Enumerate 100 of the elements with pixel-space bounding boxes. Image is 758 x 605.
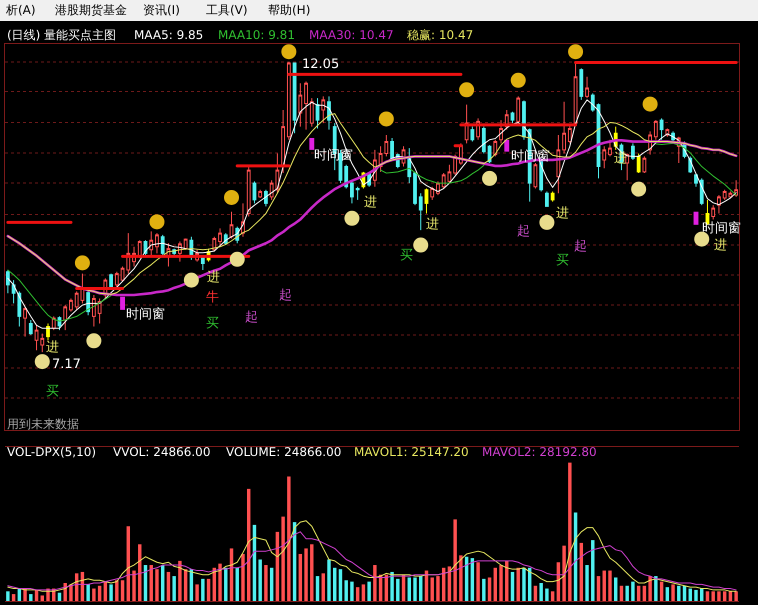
bar bbox=[378, 574, 382, 601]
point bbox=[224, 190, 240, 205]
bar bbox=[115, 580, 119, 601]
bar bbox=[184, 569, 188, 601]
candlestick bbox=[63, 304, 68, 331]
bar bbox=[660, 582, 664, 601]
annotation: 进 bbox=[207, 270, 220, 285]
text: 工具(V) bbox=[206, 3, 248, 17]
candlestick bbox=[34, 324, 38, 351]
annotation: 12.05 bbox=[302, 57, 340, 72]
text: MAA5: 9.85 bbox=[134, 28, 204, 42]
bar bbox=[120, 296, 125, 310]
candlestick bbox=[602, 146, 606, 169]
bar bbox=[206, 578, 210, 601]
candlestick bbox=[534, 162, 538, 190]
bar bbox=[580, 542, 584, 601]
bar bbox=[338, 569, 342, 601]
candlestick bbox=[470, 126, 474, 142]
bar bbox=[34, 590, 38, 601]
text: 析(A) bbox=[5, 3, 36, 17]
annotation: 买 bbox=[400, 248, 413, 263]
candlestick bbox=[418, 192, 423, 231]
candlestick bbox=[636, 152, 641, 174]
candlestick bbox=[321, 96, 326, 124]
bar bbox=[270, 568, 274, 601]
bar bbox=[166, 572, 170, 601]
candlestick bbox=[17, 290, 22, 328]
candlestick bbox=[304, 80, 308, 130]
candlestick bbox=[28, 319, 33, 336]
candlestick bbox=[694, 172, 698, 188]
bar bbox=[201, 578, 205, 601]
point bbox=[74, 255, 90, 270]
candlestick bbox=[58, 316, 62, 331]
annotation: 起 bbox=[245, 310, 258, 325]
bar bbox=[333, 568, 336, 601]
bar bbox=[436, 576, 440, 601]
bar bbox=[488, 577, 492, 601]
bar bbox=[92, 588, 96, 601]
candlestick bbox=[413, 171, 417, 206]
point bbox=[568, 44, 584, 60]
annotation: 牛 bbox=[206, 290, 219, 305]
bar bbox=[602, 570, 606, 601]
bar bbox=[322, 573, 325, 601]
bar bbox=[195, 584, 199, 601]
bar bbox=[109, 584, 113, 601]
bar bbox=[12, 594, 16, 601]
bar bbox=[631, 582, 635, 601]
text: 帮助(H) bbox=[268, 3, 310, 17]
candlestick bbox=[40, 333, 44, 353]
bar bbox=[448, 566, 452, 601]
candlestick bbox=[155, 232, 159, 254]
bar bbox=[236, 568, 239, 601]
candlestick bbox=[488, 144, 492, 164]
bar bbox=[442, 568, 446, 601]
annotation: 时间窗 bbox=[702, 220, 741, 236]
candlestick bbox=[585, 76, 589, 99]
bar bbox=[246, 488, 250, 601]
bar bbox=[373, 565, 377, 601]
bar bbox=[550, 591, 554, 601]
bar bbox=[734, 591, 738, 601]
candlestick bbox=[275, 152, 280, 194]
candlestick bbox=[510, 111, 514, 124]
bar bbox=[138, 544, 142, 601]
candlestick bbox=[230, 211, 234, 239]
text: MAVOL1: 25147.20 bbox=[354, 445, 469, 459]
candlestick bbox=[74, 290, 79, 310]
bar bbox=[722, 591, 726, 601]
bar bbox=[350, 582, 354, 601]
bar bbox=[534, 586, 538, 601]
bar bbox=[545, 588, 549, 601]
candlestick bbox=[149, 230, 154, 258]
bar bbox=[562, 546, 566, 601]
bar bbox=[344, 580, 348, 601]
bar bbox=[585, 565, 589, 601]
candlestick bbox=[286, 61, 291, 140]
candlestick bbox=[109, 273, 113, 289]
candlestick bbox=[281, 110, 286, 174]
bar bbox=[86, 584, 90, 601]
candlestick bbox=[424, 188, 428, 214]
bar bbox=[178, 560, 182, 601]
bar bbox=[252, 524, 256, 601]
candlestick bbox=[114, 271, 119, 289]
point bbox=[184, 272, 199, 288]
bar bbox=[281, 516, 285, 601]
bar bbox=[620, 586, 624, 601]
bar bbox=[642, 586, 646, 601]
bar bbox=[459, 555, 463, 601]
candlestick bbox=[120, 266, 124, 282]
bar bbox=[402, 574, 406, 601]
candlestick bbox=[660, 118, 664, 140]
text: MAA30: 10.47 bbox=[309, 28, 394, 42]
bar bbox=[126, 526, 130, 601]
point bbox=[539, 214, 554, 230]
text: 稳赢: 10.47 bbox=[407, 28, 474, 42]
point bbox=[378, 111, 394, 126]
candlestick bbox=[80, 273, 84, 304]
bar bbox=[155, 569, 159, 601]
bar bbox=[120, 580, 124, 601]
bar bbox=[276, 532, 280, 601]
point bbox=[86, 333, 102, 348]
